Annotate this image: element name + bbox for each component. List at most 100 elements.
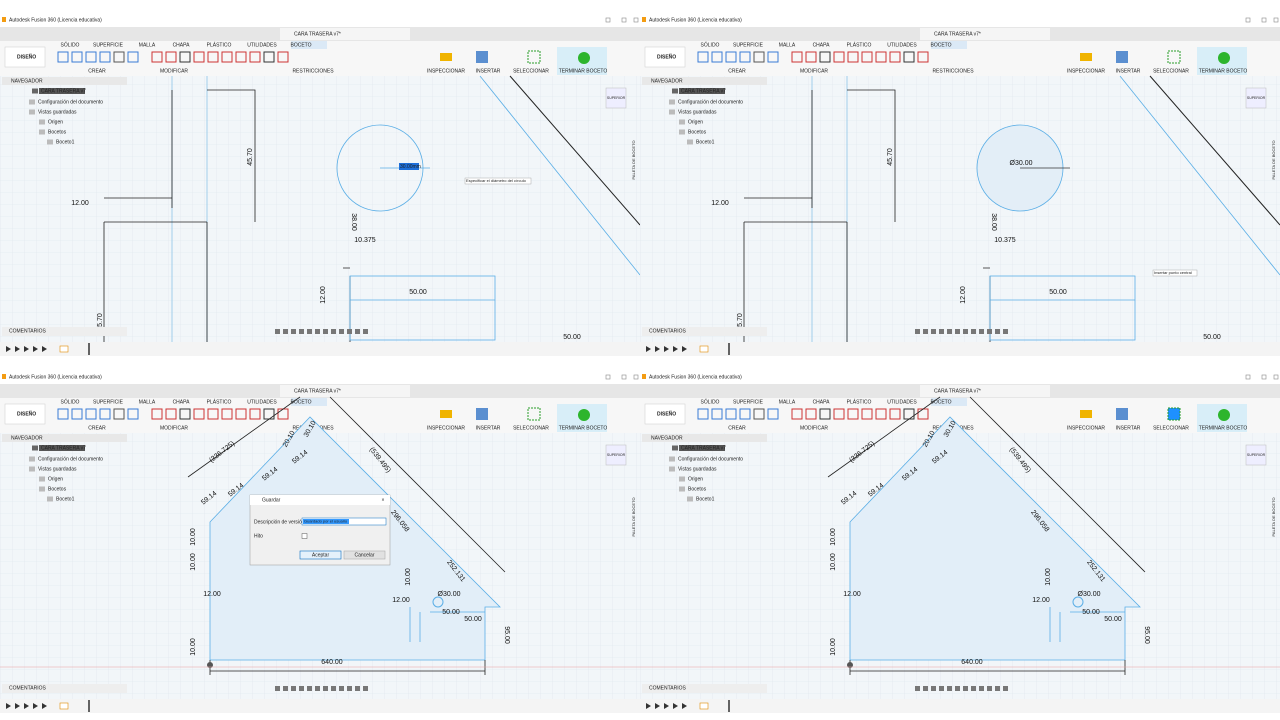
toolbar-tab[interactable]: BOCETO [930,42,951,48]
toolbar-tab[interactable]: BOCETO [930,399,951,405]
tree-item[interactable]: Boceto1 [696,496,715,502]
toolbar-tab[interactable]: SUPERFICIE [93,42,124,48]
nav-tool[interactable] [979,686,984,691]
toolbar-tab[interactable]: SÓLIDO [701,41,720,48]
checkbox[interactable] [301,533,308,539]
tree-item[interactable]: Bocetos [48,129,67,135]
toolbar-group[interactable]: TERMINAR BOCETO [1199,425,1248,431]
tool-icon[interactable] [57,51,69,63]
timeline-control[interactable] [655,703,660,709]
nav-tool[interactable] [931,329,936,334]
toolbar-group[interactable]: TERMINAR BOCETO [559,425,608,431]
window-control[interactable] [605,17,611,23]
window-control[interactable] [1245,17,1251,23]
toolbar-group[interactable]: SELECCIONAR [1153,425,1189,431]
workspace-button[interactable] [644,403,686,425]
timeline-control[interactable] [6,703,11,709]
tool-icon[interactable] [263,51,275,63]
toolbar-group[interactable]: CREAR [88,425,106,431]
tool-icon[interactable] [875,51,887,63]
toolbar-group[interactable]: INSERTAR [1116,68,1141,74]
timeline-control[interactable] [6,346,11,352]
view-cube[interactable] [1245,87,1267,109]
nav-tool[interactable] [963,329,968,334]
toolbar-group[interactable]: INSERTAR [476,425,501,431]
file-tab[interactable] [920,28,1050,40]
timeline-control[interactable] [24,703,29,709]
timeline-control[interactable] [646,703,651,709]
nav-tool[interactable] [955,686,960,691]
tool-icon[interactable] [165,408,177,420]
tool-icon[interactable] [71,408,83,420]
tool-icon[interactable] [819,51,831,63]
nav-tool[interactable] [339,329,344,334]
toolbar-group[interactable]: SELECCIONAR [513,425,549,431]
nav-tool[interactable] [315,686,320,691]
toolbar-tab[interactable]: UTILIDADES [247,42,277,48]
toolbar-tab[interactable]: SUPERFICIE [733,42,764,48]
tool-icon[interactable] [207,408,219,420]
toolbar-tab[interactable]: UTILIDADES [887,42,917,48]
inspect-icon[interactable] [440,410,452,418]
comments-label[interactable]: COMENTARIOS [9,685,47,691]
nav-tool[interactable] [955,329,960,334]
toolbar-tab[interactable]: SUPERFICIE [733,399,764,405]
nav-tool[interactable] [923,686,928,691]
tool-icon[interactable] [725,408,737,420]
nav-tool[interactable] [971,686,976,691]
workspace-button[interactable] [4,46,46,68]
timeline-item[interactable] [59,345,69,353]
tool-icon[interactable] [753,51,765,63]
tree-item[interactable]: Vistas guardadas [38,466,77,472]
toolbar-tab[interactable]: PLÁSTICO [847,398,872,405]
window-control[interactable] [1261,374,1267,380]
tool-icon[interactable] [833,408,845,420]
tool-icon[interactable] [179,51,191,63]
button[interactable] [299,550,342,560]
tool-icon[interactable] [113,408,125,420]
window-control[interactable] [1273,374,1279,380]
window-control[interactable] [621,17,627,23]
nav-tool[interactable] [291,329,296,334]
tool-icon[interactable] [249,51,261,63]
toolbar-tab[interactable]: PLÁSTICO [847,41,872,48]
nav-tool[interactable] [931,686,936,691]
tool-icon[interactable] [805,51,817,63]
toolbar-tab[interactable]: CHAPA [813,399,831,405]
tool-icon[interactable] [71,51,83,63]
tool-icon[interactable] [57,408,69,420]
toolbar-group[interactable]: MODIFICAR [800,425,828,431]
tool-icon[interactable] [179,408,191,420]
window-control[interactable] [605,374,611,380]
tool-icon[interactable] [221,51,233,63]
tree-item[interactable]: Boceto1 [56,139,75,145]
tool-icon[interactable] [249,408,261,420]
nav-tool[interactable] [995,329,1000,334]
nav-tool[interactable] [363,686,368,691]
toolbar-tab[interactable]: MALLA [779,399,796,405]
timeline-control[interactable] [42,346,47,352]
comments-label[interactable]: COMENTARIOS [9,328,47,334]
timeline-control[interactable] [42,703,47,709]
nav-tool[interactable] [923,329,928,334]
tool-icon[interactable] [193,51,205,63]
toolbar-tab[interactable]: BOCETO [290,42,311,48]
toolbar-group[interactable]: MODIFICAR [160,68,188,74]
insert-icon[interactable] [1116,408,1128,420]
toolbar-tab[interactable]: CHAPA [813,42,831,48]
tree-item[interactable]: Configuración del documento [678,456,743,462]
tree-item[interactable]: Boceto1 [696,139,715,145]
toolbar-group[interactable]: INSERTAR [1116,425,1141,431]
tool-icon[interactable] [847,51,859,63]
toolbar-tab[interactable]: MALLA [779,42,796,48]
window-control[interactable] [621,374,627,380]
toolbar-group[interactable]: RESTRICCIONES [292,68,334,74]
timeline-control[interactable] [24,346,29,352]
timeline-control[interactable] [673,703,678,709]
timeline-control[interactable] [646,346,651,352]
toolbar-tab[interactable]: SÓLIDO [701,398,720,405]
toolbar-group[interactable]: SELECCIONAR [513,68,549,74]
tool-icon[interactable] [861,51,873,63]
workspace-button[interactable] [644,46,686,68]
window-control[interactable] [1273,17,1279,23]
